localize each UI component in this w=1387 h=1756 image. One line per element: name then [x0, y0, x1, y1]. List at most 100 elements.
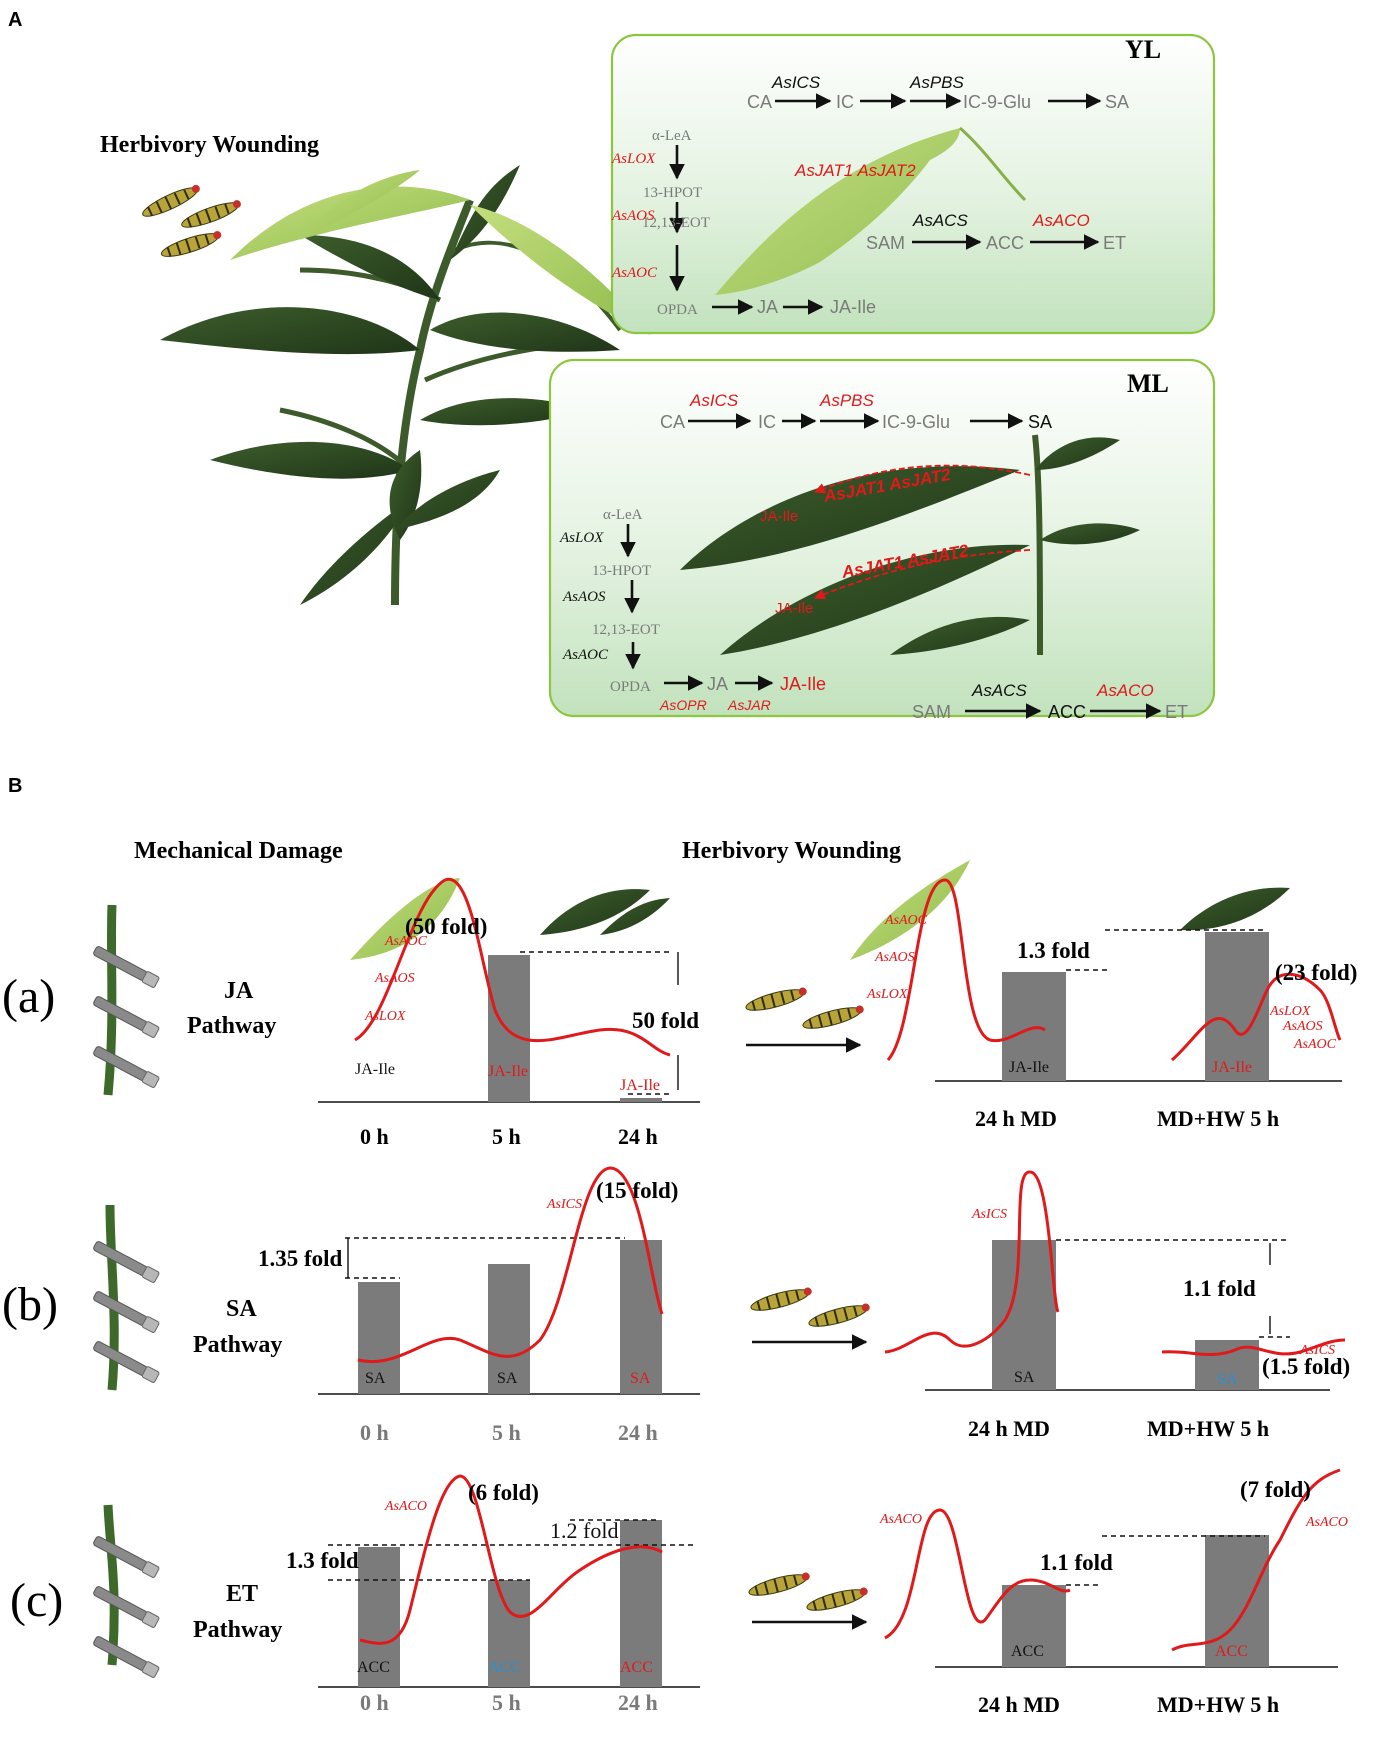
time-label: MD+HW 5 h — [1157, 1692, 1279, 1717]
ml-acc: ACC — [1048, 702, 1086, 722]
yl-alea: α-LeA — [652, 128, 692, 144]
ml-1213eot: 12,13-EOT — [592, 622, 660, 638]
md-peak-fold: (6 fold) — [468, 1480, 539, 1505]
row-a-hw-chart: 1.3 fold (23 fold) AsAOC AsAOS AsLOX AsL… — [743, 860, 1357, 1131]
hw-gene: AsICS — [971, 1207, 1007, 1222]
time-label: 24 h MD — [968, 1416, 1050, 1441]
hw-gene: AsAOC — [884, 913, 928, 928]
caterpillar-icon — [158, 227, 225, 262]
ml-asacs: AsACS — [971, 681, 1027, 700]
time-label: 24 h — [618, 1420, 658, 1445]
bar — [1205, 1535, 1269, 1667]
plant-illustration — [160, 165, 650, 606]
ml-ja: JA — [707, 674, 728, 694]
bar — [992, 1240, 1056, 1390]
time-label: 0 h — [360, 1690, 389, 1715]
time-label: 24 h MD — [978, 1692, 1060, 1717]
yl-sam: SAM — [866, 233, 905, 253]
hw-gene: AsACO — [879, 1512, 922, 1527]
bar — [488, 1580, 530, 1687]
md-gene: AsLOX — [364, 1009, 406, 1024]
row-b-md-chart: 1.35 fold (15 fold) AsICS SA SA SA 0 h 5… — [258, 1166, 700, 1445]
hw-fold: 1.1 fold — [1040, 1550, 1113, 1575]
row-letter-c: (c) — [10, 1574, 63, 1627]
ml-asopr: AsOPR — [659, 697, 707, 713]
row-pathway-c-2: Pathway — [193, 1617, 282, 1643]
stem-scissors-b — [91, 1204, 161, 1391]
hw-gene: AsACO — [1305, 1515, 1348, 1530]
ml-leaf-jaile-1: JA-Ile — [760, 508, 798, 525]
yl-asaos: AsAOS — [611, 208, 655, 224]
panel-label-b: B — [8, 775, 22, 797]
yl-ca: CA — [747, 92, 772, 112]
time-label: MD+HW 5 h — [1157, 1106, 1279, 1131]
yl-13hpot: 13-HPOT — [643, 185, 702, 201]
hw-gene: AsICS — [1299, 1343, 1335, 1358]
row-pathway-a-1: JA — [224, 978, 254, 1004]
bar-label: ACC — [1011, 1643, 1044, 1660]
ml-asaos: AsAOS — [562, 589, 606, 605]
md-peak-fold: (50 fold) — [405, 914, 487, 939]
md-mid-fold: 1.2 fold — [550, 1518, 618, 1543]
yl-asaco: AsACO — [1032, 211, 1090, 230]
time-label: 24 h MD — [975, 1106, 1057, 1131]
row-pathway-b-1: SA — [226, 1296, 257, 1322]
yl-acc: ACC — [986, 233, 1024, 253]
row-pathway-c-1: ET — [226, 1581, 258, 1607]
ml-aspbs: AsPBS — [819, 391, 875, 410]
md-header: Mechanical Damage — [134, 838, 343, 864]
bar-label: SA — [497, 1370, 518, 1387]
ml-asaco: AsACO — [1096, 681, 1154, 700]
md-gene: AsACO — [384, 1499, 427, 1514]
bar-label: SA — [1014, 1369, 1035, 1386]
yl-jaile: JA-Ile — [830, 297, 876, 317]
ml-et: ET — [1165, 702, 1188, 722]
plant-caption: Herbivory Wounding — [100, 132, 319, 158]
yl-title: YL — [1125, 35, 1161, 64]
ml-opda: OPDA — [610, 679, 651, 695]
ml-sa: SA — [1028, 412, 1052, 432]
time-label: MD+HW 5 h — [1147, 1416, 1269, 1441]
yl-pathway-box: YL CA AsICS IC AsPBS IC-9-Glu SA α-LeA A… — [610, 33, 1216, 335]
ml-title: ML — [1127, 369, 1169, 398]
time-label: 24 h — [618, 1690, 658, 1715]
time-label: 5 h — [492, 1690, 521, 1715]
time-label: 5 h — [492, 1420, 521, 1445]
md-gene: AsAOS — [374, 971, 415, 986]
time-label: 5 h — [492, 1124, 521, 1149]
bar — [1002, 1585, 1066, 1667]
yl-ic: IC — [836, 92, 854, 112]
time-label: 24 h — [618, 1124, 658, 1149]
ml-alea: α-LeA — [603, 507, 643, 523]
bar — [488, 955, 530, 1102]
bar-label: SA — [630, 1370, 651, 1387]
bar — [488, 1264, 530, 1394]
ml-ic9glu: IC-9-Glu — [882, 412, 950, 432]
hw-gene: AsLOX — [866, 987, 908, 1002]
caterpillar-icon — [178, 196, 245, 233]
hw-header: Herbivory Wounding — [682, 838, 901, 864]
bar-label: JA-Ile — [1212, 1059, 1252, 1076]
hw-fold: 1.3 fold — [1017, 938, 1090, 963]
md-fold: 1.3 fold — [286, 1548, 359, 1573]
yl-1213eot: 12,13-EOT — [642, 215, 710, 231]
time-label: 0 h — [360, 1420, 389, 1445]
md-peak-fold: (15 fold) — [596, 1178, 678, 1203]
panel-label-a: A — [8, 9, 22, 31]
row-a-md-chart: 50 fold (50 fold) AsAOC AsAOS AsLOX JA-I… — [318, 877, 700, 1149]
yl-opda: OPDA — [657, 302, 698, 318]
md-gene: AsICS — [546, 1197, 582, 1212]
bar-label: JA-Ile — [1009, 1059, 1049, 1076]
yl-jat: AsJAT1 AsJAT2 — [794, 161, 916, 180]
ml-asjar: AsJAR — [727, 697, 771, 713]
stem-scissors-c — [91, 1504, 161, 1679]
row-b-hw-chart: 1.1 fold (1.5 fold) AsICS AsICS SA SA 24… — [748, 1170, 1350, 1441]
row-letter-a: (a) — [2, 970, 55, 1023]
row-c-hw-chart: 1.1 fold (7 fold) AsACO AsACO ACC ACC 24… — [746, 1468, 1348, 1717]
bar-label: JA-Ile — [620, 1077, 660, 1094]
ml-aslox: AsLOX — [559, 530, 604, 546]
yl-sa: SA — [1105, 92, 1129, 112]
md-fold: 50 fold — [632, 1008, 699, 1033]
yl-et: ET — [1103, 233, 1126, 253]
